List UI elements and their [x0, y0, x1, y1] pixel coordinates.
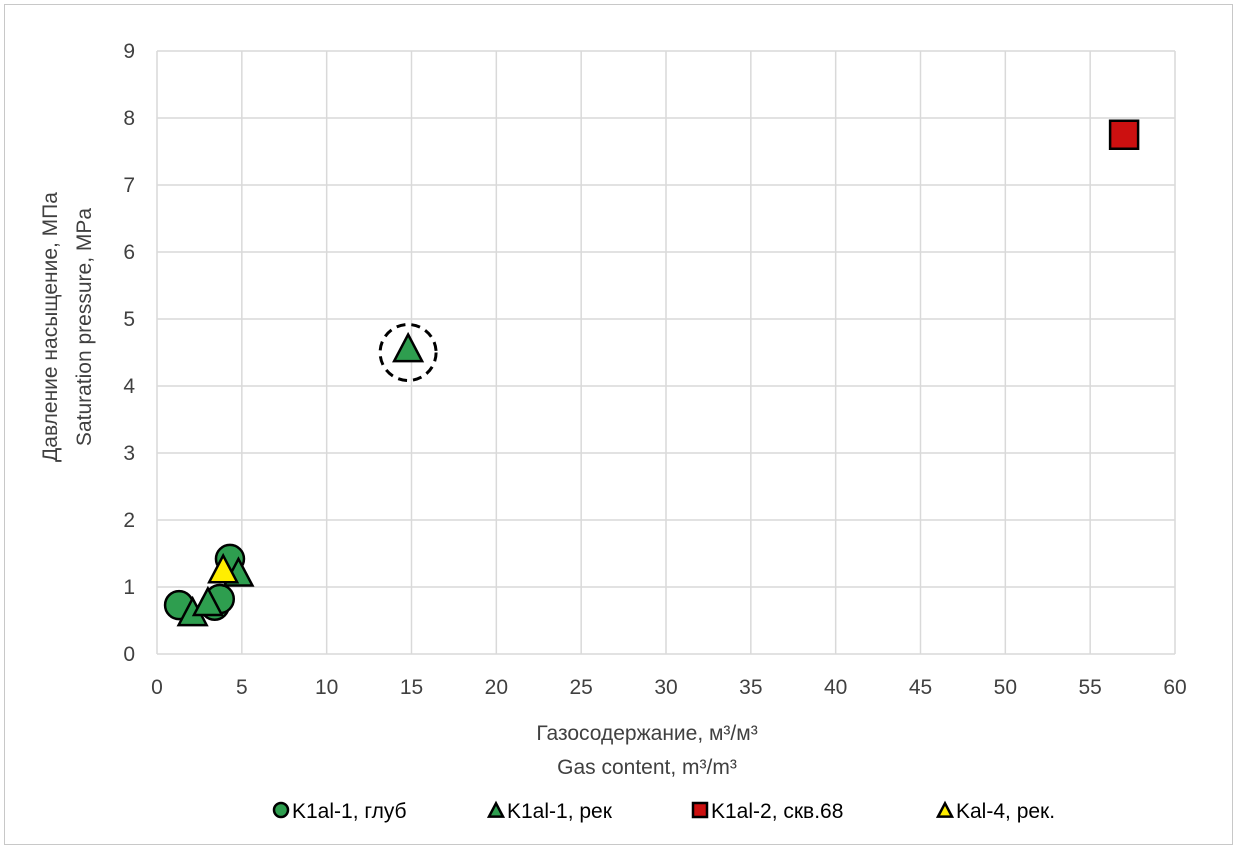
data-points	[163, 119, 1140, 627]
legend: K1al-1, глуб K1al-1, рек K1al-2, скв.68 Kal…	[272, 800, 1055, 823]
y-tick-label: 2	[123, 509, 135, 532]
legend-label: K1al-1, глуб	[292, 800, 407, 823]
y-axis-title-ru: Давление насыщение, МПа	[39, 192, 62, 462]
data-point	[191, 585, 224, 617]
y-axis-title-en: Saturation pressure, MPa	[73, 208, 96, 446]
y-tick-label: 8	[123, 107, 135, 130]
series-group	[176, 331, 425, 627]
legend-label: K1al-1, рек	[507, 800, 613, 823]
x-tick-label: 25	[569, 676, 592, 699]
y-tick-label: 7	[123, 174, 135, 197]
y-tick-label: 6	[123, 241, 135, 264]
legend-marker	[691, 801, 709, 819]
data-point	[392, 331, 425, 363]
legend-marker	[935, 800, 955, 818]
series-group	[207, 552, 240, 584]
legend-marker	[272, 801, 290, 819]
x-tick-label: 5	[236, 676, 248, 699]
grid-lines	[156, 50, 1176, 655]
y-tick-label: 5	[123, 308, 135, 331]
data-point	[1108, 119, 1140, 150]
data-point	[207, 552, 240, 584]
x-tick-label: 0	[151, 676, 163, 699]
legend-label: Kal-4, рек.	[956, 800, 1055, 823]
legend-marker	[486, 800, 506, 818]
y-tick-label: 1	[123, 576, 135, 599]
x-axis-title-en: Gas content, m³/m³	[557, 756, 737, 779]
x-axis-title-ru: Газосодержание, м³/м³	[536, 722, 757, 745]
y-tick-label: 3	[123, 442, 135, 465]
x-tick-label: 35	[739, 676, 762, 699]
x-tick-label: 15	[400, 676, 423, 699]
y-tick-label: 4	[123, 375, 135, 398]
x-tick-label: 50	[994, 676, 1017, 699]
x-tick-label: 55	[1078, 676, 1101, 699]
x-tick-label: 30	[654, 676, 677, 699]
y-tick-label: 0	[123, 643, 135, 666]
x-tick-label: 45	[909, 676, 932, 699]
highlight-circle	[378, 323, 438, 382]
chart-frame	[4, 4, 1233, 845]
legend-label: K1al-2, скв.68	[711, 800, 843, 823]
x-tick-label: 10	[315, 676, 338, 699]
x-tick-label: 40	[824, 676, 847, 699]
x-tick-label: 60	[1163, 676, 1186, 699]
series-group	[1108, 119, 1140, 150]
y-tick-label: 9	[123, 40, 135, 63]
annotations	[378, 323, 438, 382]
x-tick-label: 20	[485, 676, 508, 699]
